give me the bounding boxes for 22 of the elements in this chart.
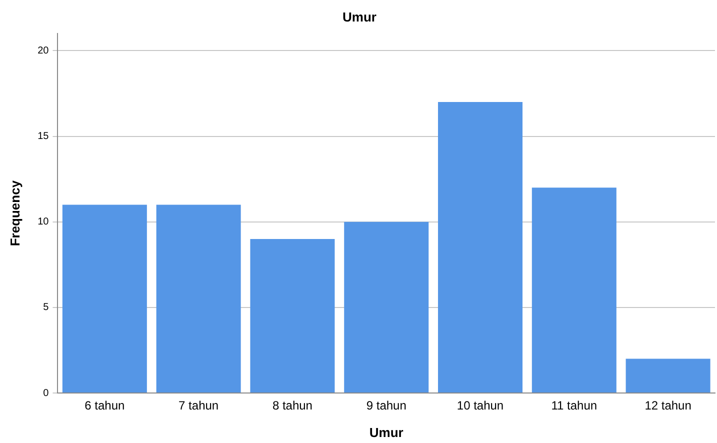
x-tick-label: 10 tahun <box>456 398 504 413</box>
y-tick-label: 0 <box>43 388 50 399</box>
x-tick-label: 7 tahun <box>178 398 219 413</box>
y-axis-title: Frequency <box>7 180 22 246</box>
bar <box>156 204 241 392</box>
x-tick-label: 11 tahun <box>551 398 598 413</box>
y-tick-label: 10 <box>38 216 50 228</box>
bar <box>62 204 147 392</box>
bar <box>532 188 616 392</box>
y-tick-label: 20 <box>38 45 50 56</box>
x-tick-label: 6 tahun <box>84 398 125 413</box>
bar <box>626 358 710 392</box>
y-tick-label: 5 <box>43 302 50 314</box>
y-tick-label: 15 <box>38 131 50 142</box>
x-tick-label: 8 tahun <box>272 398 312 413</box>
bar <box>250 238 335 392</box>
x-axis-title: Umur <box>369 424 404 440</box>
bar <box>344 222 429 392</box>
x-tick-label: 12 tahun <box>644 398 692 413</box>
bar <box>438 102 523 392</box>
chart-title: Umur <box>342 9 376 24</box>
x-tick-label: 9 tahun <box>366 398 406 413</box>
